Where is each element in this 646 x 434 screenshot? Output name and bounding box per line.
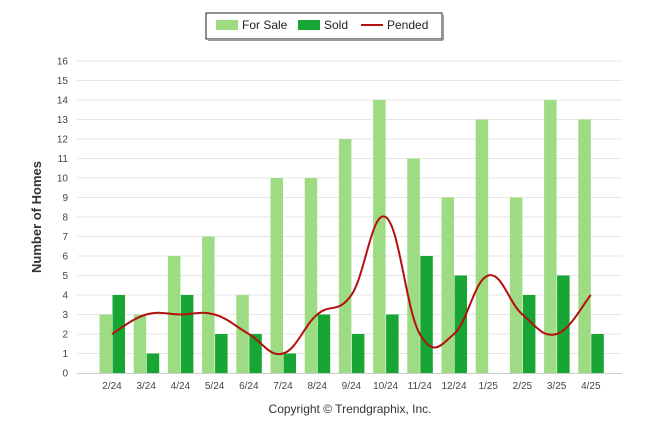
bar-for-sale <box>373 100 386 373</box>
bar-for-sale <box>544 100 557 373</box>
bars <box>99 100 604 373</box>
y-tick-label: 14 <box>57 96 69 107</box>
copyright-text: Copyright © Trendgraphix, Inc. <box>269 402 432 416</box>
bar-sold <box>112 295 125 373</box>
bar-sold <box>591 334 604 373</box>
y-tick-label: 0 <box>62 369 68 380</box>
x-tick-label: 7/24 <box>273 381 293 392</box>
y-tick-label: 6 <box>62 252 68 263</box>
bar-for-sale <box>475 119 489 373</box>
y-tick-label: 16 <box>57 57 69 68</box>
bar-for-sale <box>236 295 249 373</box>
y-tick-label: 11 <box>58 154 69 165</box>
y-tick-label: 9 <box>62 193 68 204</box>
x-tick-label: 2/24 <box>102 381 122 392</box>
bar-sold <box>249 334 262 373</box>
legend: For Sale Sold Pended <box>205 12 444 41</box>
x-tick-label: 12/24 <box>441 381 466 392</box>
x-tick-label: 1/25 <box>478 381 498 392</box>
x-tick-label: 5/24 <box>205 381 225 392</box>
bar-for-sale <box>133 314 147 373</box>
bar-for-sale <box>338 139 352 373</box>
bar-for-sale <box>270 178 283 373</box>
legend-label-pended: Pended <box>387 18 428 32</box>
x-tick-label: 6/24 <box>239 381 259 392</box>
y-tick-label: 2 <box>62 330 68 341</box>
bar-sold <box>351 334 365 373</box>
y-tick-label: 4 <box>62 291 68 302</box>
x-tick-label: 3/24 <box>136 381 156 392</box>
x-axis-ticks: 2/24 3/24 4/24 5/24 6/24 7/24 8/24 9/24 10/24 11/… <box>102 381 601 392</box>
bar-for-sale <box>441 197 454 373</box>
pended-line-group <box>111 215 592 356</box>
y-tick-label: 15 <box>57 76 69 87</box>
x-tick-label: 2/25 <box>513 381 533 392</box>
legend-label-for-sale: For Sale <box>242 18 288 32</box>
bar-for-sale <box>99 314 112 373</box>
x-tick-label: 4/24 <box>171 381 191 392</box>
bar-for-sale <box>202 236 215 373</box>
y-tick-label: 1 <box>62 349 68 360</box>
bar-sold <box>522 295 536 373</box>
y-tick-label: 7 <box>62 232 68 243</box>
legend-label-sold: Sold <box>324 18 348 32</box>
y-tick-label: 3 <box>62 310 68 321</box>
bar-for-sale <box>407 158 420 373</box>
bar-for-sale <box>304 178 318 373</box>
y-tick-label: 10 <box>57 174 69 185</box>
y-tick-label: 12 <box>57 135 69 146</box>
legend-swatch-sold <box>298 20 320 30</box>
x-tick-label: 8/24 <box>307 381 327 392</box>
y-tick-label: 8 <box>62 213 68 224</box>
y-tick-label: 13 <box>57 115 69 126</box>
x-tick-label: 10/24 <box>373 381 398 392</box>
bar-sold <box>180 295 194 373</box>
x-tick-label: 4/25 <box>581 381 601 392</box>
x-tick-label: 9/24 <box>342 381 362 392</box>
y-tick-label: 5 <box>62 271 68 282</box>
bar-sold <box>420 256 433 373</box>
bar-sold <box>557 275 570 373</box>
pended-line <box>111 215 592 356</box>
bar-sold <box>146 353 160 373</box>
legend-swatch-for-sale <box>216 20 238 30</box>
legend-box <box>205 12 443 40</box>
x-tick-label: 11/24 <box>408 381 433 392</box>
bar-for-sale <box>509 197 523 373</box>
x-tick-label: 3/25 <box>547 381 567 392</box>
bar-sold <box>386 314 399 373</box>
bar-for-sale <box>578 119 591 373</box>
bar-sold <box>283 353 296 373</box>
bar-sold <box>317 314 331 373</box>
bar-sold <box>215 334 228 373</box>
y-axis-label: Number of Homes <box>29 161 44 273</box>
